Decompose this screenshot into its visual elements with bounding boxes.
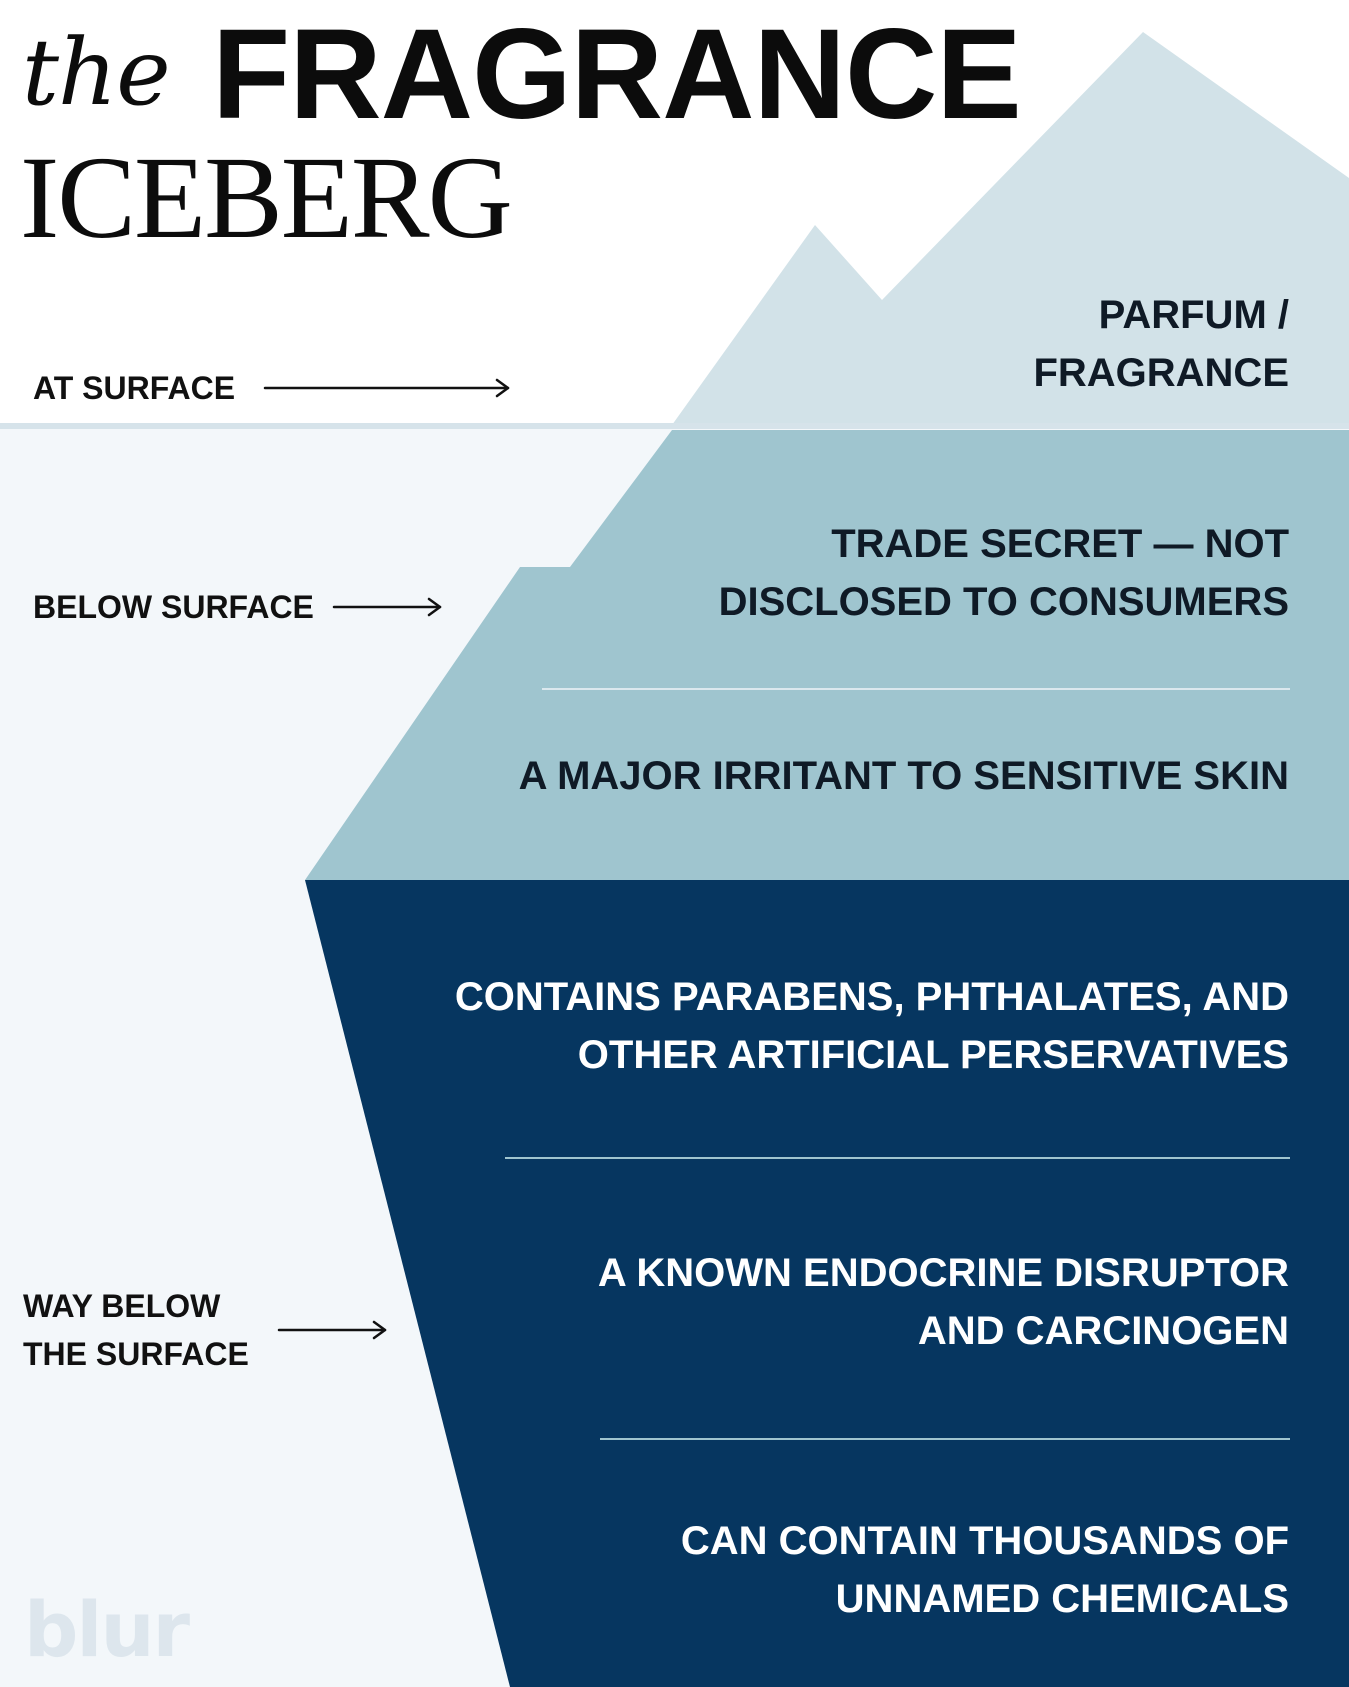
arrow-right-icon-below <box>332 597 442 617</box>
below-item2-line: A MAJOR IRRITANT TO SENSITIVE SKIN <box>518 754 1289 798</box>
deep-item-chemicals: CAN CONTAIN THOUSANDS OF UNNAMED CHEMICA… <box>681 1512 1289 1628</box>
title-the: the <box>22 19 171 126</box>
deep-item2-line1: A KNOWN ENDOCRINE DISRUPTOR <box>597 1251 1289 1295</box>
arrow-right-icon-way-below <box>277 1320 387 1340</box>
deep-item3-line1: CAN CONTAIN THOUSANDS OF <box>680 1519 1289 1563</box>
title-fragrance: FRAGRANCE <box>212 3 1022 146</box>
below-item-irritant: A MAJOR IRRITANT TO SENSITIVE SKIN <box>519 747 1289 805</box>
tip-text: PARFUM / FRAGRANCE <box>1033 286 1289 402</box>
label-way-below-line1: WAY BELOW <box>23 1288 221 1324</box>
brand-logo: blur <box>24 1585 190 1674</box>
below-item-trade-secret: TRADE SECRET — NOT DISCLOSED TO CONSUMER… <box>719 515 1289 631</box>
label-way-below-line2: THE SURFACE <box>23 1336 249 1372</box>
deep-item2-line2: AND CARCINOGEN <box>917 1309 1289 1353</box>
tip-line1: PARFUM / <box>1098 293 1289 337</box>
below-item1-line2: DISCLOSED TO CONSUMERS <box>718 580 1289 624</box>
tip-line2: FRAGRANCE <box>1033 351 1289 395</box>
deep-item1-line2: OTHER ARTIFICIAL PERSERVATIVES <box>577 1033 1289 1077</box>
deep-item-parabens: CONTAINS PARABENS, PHTHALATES, AND OTHER… <box>455 968 1289 1084</box>
deep-item-endocrine: A KNOWN ENDOCRINE DISRUPTOR AND CARCINOG… <box>598 1244 1289 1360</box>
iceberg-tip <box>672 32 1349 425</box>
label-below-surface: BELOW SURFACE <box>33 589 314 625</box>
iceberg-deep <box>305 880 1349 1687</box>
title-iceberg: ICEBERG <box>20 132 513 263</box>
waterline <box>0 423 1349 429</box>
deep-item1-line1: CONTAINS PARABENS, PHTHALATES, AND <box>454 975 1289 1019</box>
arrow-right-icon-surface <box>263 378 510 398</box>
label-at-surface: AT SURFACE <box>33 370 236 406</box>
iceberg-shallow <box>305 430 1349 880</box>
deep-item3-line2: UNNAMED CHEMICALS <box>835 1577 1289 1621</box>
below-item1-line1: TRADE SECRET — NOT <box>831 522 1289 566</box>
